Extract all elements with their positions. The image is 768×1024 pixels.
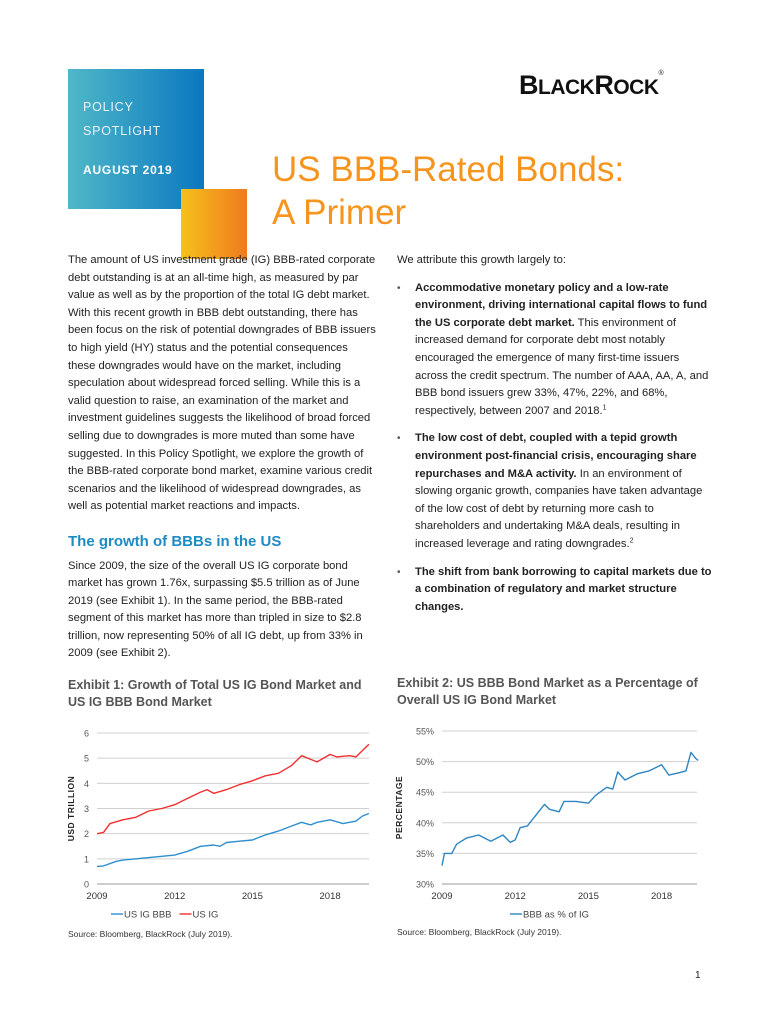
y-tick-label: 50%: [416, 757, 434, 767]
list-item: The shift from bank borrowing to capital…: [397, 564, 713, 617]
y-tick-label: 2: [84, 829, 89, 839]
series-label: POLICY: [83, 100, 134, 114]
series-line-us-ig: [96, 743, 370, 835]
exhibit2-source: Source: Bloomberg, BlackRock (July 2019)…: [397, 927, 562, 938]
y-tick-label: 5: [84, 754, 89, 764]
legend-label: US IG: [193, 910, 219, 921]
series-line-bbb-as-of-ig: [441, 751, 699, 866]
page-title: US BBB-Rated Bonds: A Primer: [272, 148, 624, 234]
intro-paragraph: The amount of US investment grade (IG) B…: [68, 254, 376, 513]
exhibit1-source: Source: Bloomberg, BlackRock (July 2019)…: [68, 929, 233, 940]
x-tick-label: 2015: [242, 891, 263, 902]
left-column: The amount of US investment grade (IG) B…: [68, 252, 378, 663]
right-column: We attribute this growth largely to: Acc…: [397, 252, 713, 616]
y-tick-label: 40%: [416, 818, 434, 828]
x-tick-label: 2012: [505, 891, 526, 902]
y-tick-label: 4: [84, 779, 89, 789]
x-tick-label: 2012: [164, 891, 185, 902]
y-tick-label: 6: [84, 729, 89, 739]
exhibit2-chart: 30% 35% 40% 45% 50% 55% 2009 2012 2015 2018 PERCEN…: [394, 727, 699, 921]
publication-date: AUGUST 2019: [83, 163, 173, 177]
y-tick-label: 0: [84, 880, 89, 890]
title-line: A Primer: [272, 193, 407, 232]
exhibit1-chart: 0 1 2 3 4 5 6 2009 2012 2015 2018 USD TRILLION US IG…: [66, 729, 370, 921]
list-item: The low cost of debt, coupled with a tep…: [397, 430, 713, 553]
y-axis-label: USD TRILLION: [66, 776, 76, 842]
series-line-us-ig-bbb: [96, 812, 370, 868]
x-tick-label: 2018: [320, 891, 341, 902]
exhibit2-title: Exhibit 2: US BBB Bond Market as a Perce…: [397, 676, 698, 708]
y-tick-label: 1: [84, 854, 89, 864]
y-tick-label: 45%: [416, 788, 434, 798]
legend-label: BBB as % of IG: [523, 910, 589, 921]
y-tick-label: 35%: [416, 849, 434, 859]
series-label: SPOTLIGHT: [83, 124, 162, 138]
x-tick-label: 2018: [651, 891, 672, 902]
title-line: US BBB-Rated Bonds:: [272, 150, 625, 189]
x-tick-label: 2009: [86, 891, 107, 902]
x-tick-label: 2015: [578, 891, 599, 902]
y-axis-label: PERCENTAGE: [394, 776, 404, 839]
blackrock-logo: BLACKROCK®: [519, 70, 664, 100]
lead-paragraph: We attribute this growth largely to:: [397, 254, 566, 266]
exhibits-section: Exhibit 1: Growth of Total US IG Bond Ma…: [0, 675, 768, 945]
bullet-list: Accommodative monetary policy and a low-…: [397, 280, 713, 617]
growth-paragraph: Since 2009, the size of the overall US I…: [68, 559, 363, 660]
policy-spotlight-banner: POLICY SPOTLIGHT AUGUST 2019: [68, 69, 204, 209]
x-tick-label: 2009: [431, 891, 452, 902]
y-tick-label: 3: [84, 804, 89, 814]
legend-label: US IG BBB: [124, 910, 172, 921]
list-item: Accommodative monetary policy and a low-…: [397, 280, 713, 421]
y-tick-label: 55%: [416, 727, 434, 737]
exhibit1-title: Exhibit 1: Growth of Total US IG Bond Ma…: [68, 678, 362, 710]
y-tick-label: 30%: [416, 880, 434, 890]
decorative-square: [181, 189, 247, 259]
page-number: 1: [695, 970, 701, 981]
section-heading: The growth of BBBs in the US: [68, 532, 282, 550]
